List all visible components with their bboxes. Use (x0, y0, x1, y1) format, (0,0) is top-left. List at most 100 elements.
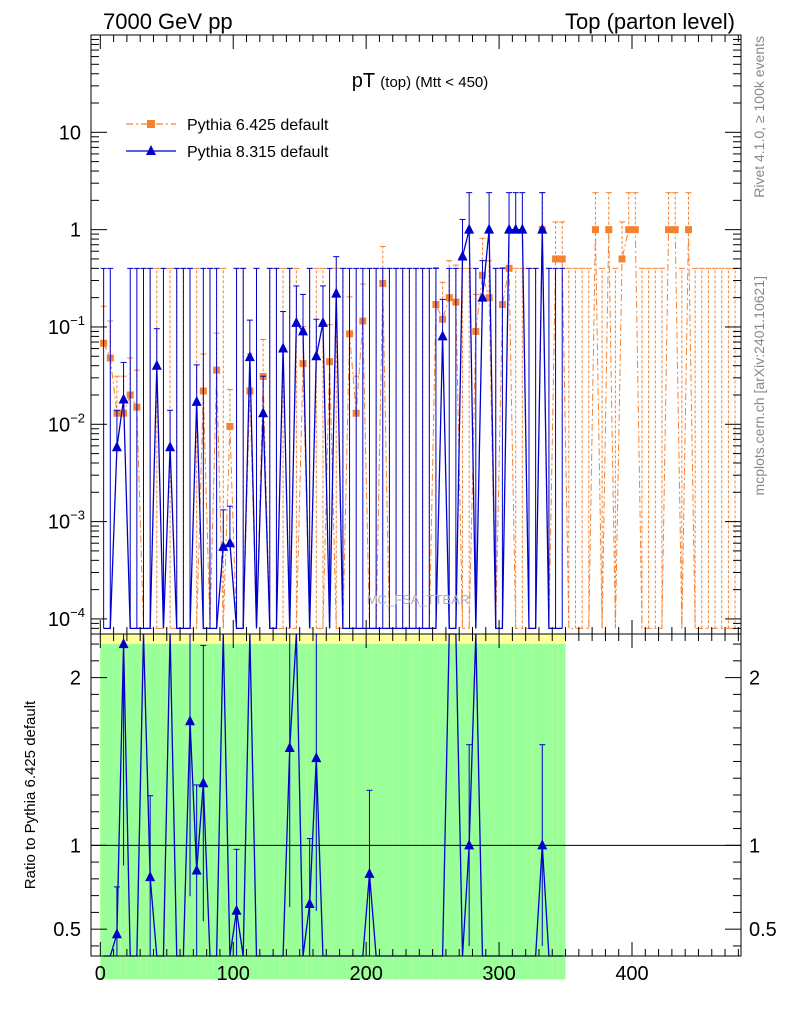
ratio-y-tick-label-left: 1 (70, 835, 81, 857)
ratio-band-inner (239, 644, 247, 980)
ratio-band-inner (445, 644, 453, 980)
data-point-pythia6 (605, 226, 613, 234)
data-point-pythia8 (224, 537, 235, 548)
x-tick-label: 300 (482, 963, 515, 985)
ratio-band-inner (273, 644, 280, 980)
ratio-y-tick-label-left: 2 (70, 668, 81, 690)
data-point-pythia8 (331, 287, 342, 298)
y-tick-label: 10−1 (48, 313, 85, 339)
data-point-pythia8 (165, 441, 176, 452)
data-point-pythia8 (218, 540, 229, 551)
data-point-pythia8 (111, 441, 122, 452)
ratio-band-inner (425, 644, 433, 980)
y-tick-label: 10−3 (48, 508, 85, 534)
ratio-data-point (304, 898, 315, 909)
ratio-y-tick-label-right: 1 (749, 835, 760, 857)
ratio-band-inner (392, 644, 400, 980)
data-point-pythia8 (244, 351, 255, 362)
ratio-panel: 0.5 0.5 1 1 2 2 0 100 200 300 400 Ratio to Pythia … (22, 633, 777, 985)
ratio-band-inner (153, 644, 161, 980)
ratio-data-point (111, 928, 122, 939)
ratio-band-inner (253, 644, 260, 980)
data-point-pythia6 (684, 226, 692, 234)
x-tick-label: 200 (349, 963, 382, 985)
data-point-pythia6 (618, 255, 626, 263)
legend-label-pythia8: Pythia 8.315 default (187, 144, 329, 161)
legend: Pythia 6.425 default Pythia 8.315 defaul… (126, 117, 329, 161)
ratio-band-inner (226, 644, 234, 980)
ratio-band-inner (173, 644, 181, 980)
ratio-band-inner (399, 644, 407, 980)
ratio-band-inner (412, 644, 420, 980)
ratio-data-point (364, 867, 375, 878)
data-point-pythia8 (510, 223, 521, 234)
ratio-y-tick-label-right: 2 (749, 668, 760, 690)
data-point-pythia8 (151, 359, 162, 370)
x-tick-label: 400 (615, 963, 648, 985)
ratio-band-inner (485, 644, 493, 980)
side-label-rivet: Rivet 4.1.0, ≥ 100k events (751, 36, 767, 198)
data-point-pythia8 (311, 350, 322, 361)
ratio-band-inner (246, 644, 254, 980)
ratio-band-inner (306, 644, 313, 980)
ratio-band-inner (133, 644, 141, 980)
title-main: pT (352, 70, 375, 92)
ratio-band-inner (372, 644, 380, 980)
legend-marker-pythia8 (146, 145, 156, 155)
ratio-band-inner (339, 644, 347, 980)
data-point-pythia6 (299, 360, 307, 368)
series-line-pythia8 (103, 228, 563, 630)
ratio-band-inner (439, 644, 446, 980)
ratio-band-inner (419, 644, 426, 980)
data-point-pythia8 (484, 223, 495, 234)
ratio-band-inner (160, 644, 167, 980)
ratio-band-inner (213, 644, 220, 980)
ratio-band-inner (319, 644, 327, 980)
ratio-band-inner (219, 644, 227, 980)
ratio-band-inner (552, 644, 559, 980)
data-point-pythia8 (537, 223, 548, 234)
ratio-band-inner (525, 644, 533, 980)
ratio-band-inner (326, 644, 333, 980)
ratio-band-inner (106, 644, 114, 980)
ratio-band-inner (472, 644, 480, 980)
data-point-pythia8 (118, 393, 129, 404)
data-point-pythia8 (278, 342, 289, 353)
ratio-band-inner (352, 644, 360, 980)
ratio-band-inner (180, 644, 187, 980)
ratio-band-inner (512, 644, 520, 980)
side-label-site: mcplots.cern.ch [arXiv:2401.10621] (751, 276, 767, 495)
ratio-band-inner (113, 644, 121, 980)
data-point-pythia8 (457, 250, 468, 261)
ratio-band-inner (558, 644, 566, 980)
data-point-pythia8 (517, 223, 528, 234)
series-line-pythia6 (103, 229, 736, 629)
y-tick-exponent: −4 (70, 605, 85, 620)
ratio-data-point (464, 839, 475, 850)
y-tick-base: 10 (48, 414, 70, 436)
x-tick-label: 0 (95, 963, 106, 985)
ratio-ylabel: Ratio to Pythia 6.425 default (22, 700, 39, 889)
ratio-data-point (231, 904, 242, 915)
y-tick-base: 10 (48, 609, 70, 631)
ratio-band-inner (505, 644, 513, 980)
ratio-band-inner (299, 644, 307, 980)
y-tick-label: 10−4 (48, 605, 85, 631)
legend-label-pythia6: Pythia 6.425 default (187, 117, 329, 134)
ratio-band-inner (452, 644, 460, 980)
data-point-pythia8 (504, 223, 515, 234)
data-point-pythia6 (558, 255, 566, 263)
ratio-band-inner (492, 644, 500, 980)
ratio-band-inner (206, 644, 214, 980)
data-point-pythia8 (464, 223, 475, 234)
ratio-band-inner (519, 644, 526, 980)
ratio-data-point (198, 777, 209, 788)
ratio-band-inner (379, 644, 387, 980)
ratio-band-inner (293, 644, 300, 980)
ratio-data-point (537, 839, 548, 850)
data-point-pythia6 (625, 226, 633, 234)
ratio-band-inner (266, 644, 274, 980)
data-point-pythia8 (437, 330, 448, 341)
data-point-pythia6 (631, 226, 639, 234)
